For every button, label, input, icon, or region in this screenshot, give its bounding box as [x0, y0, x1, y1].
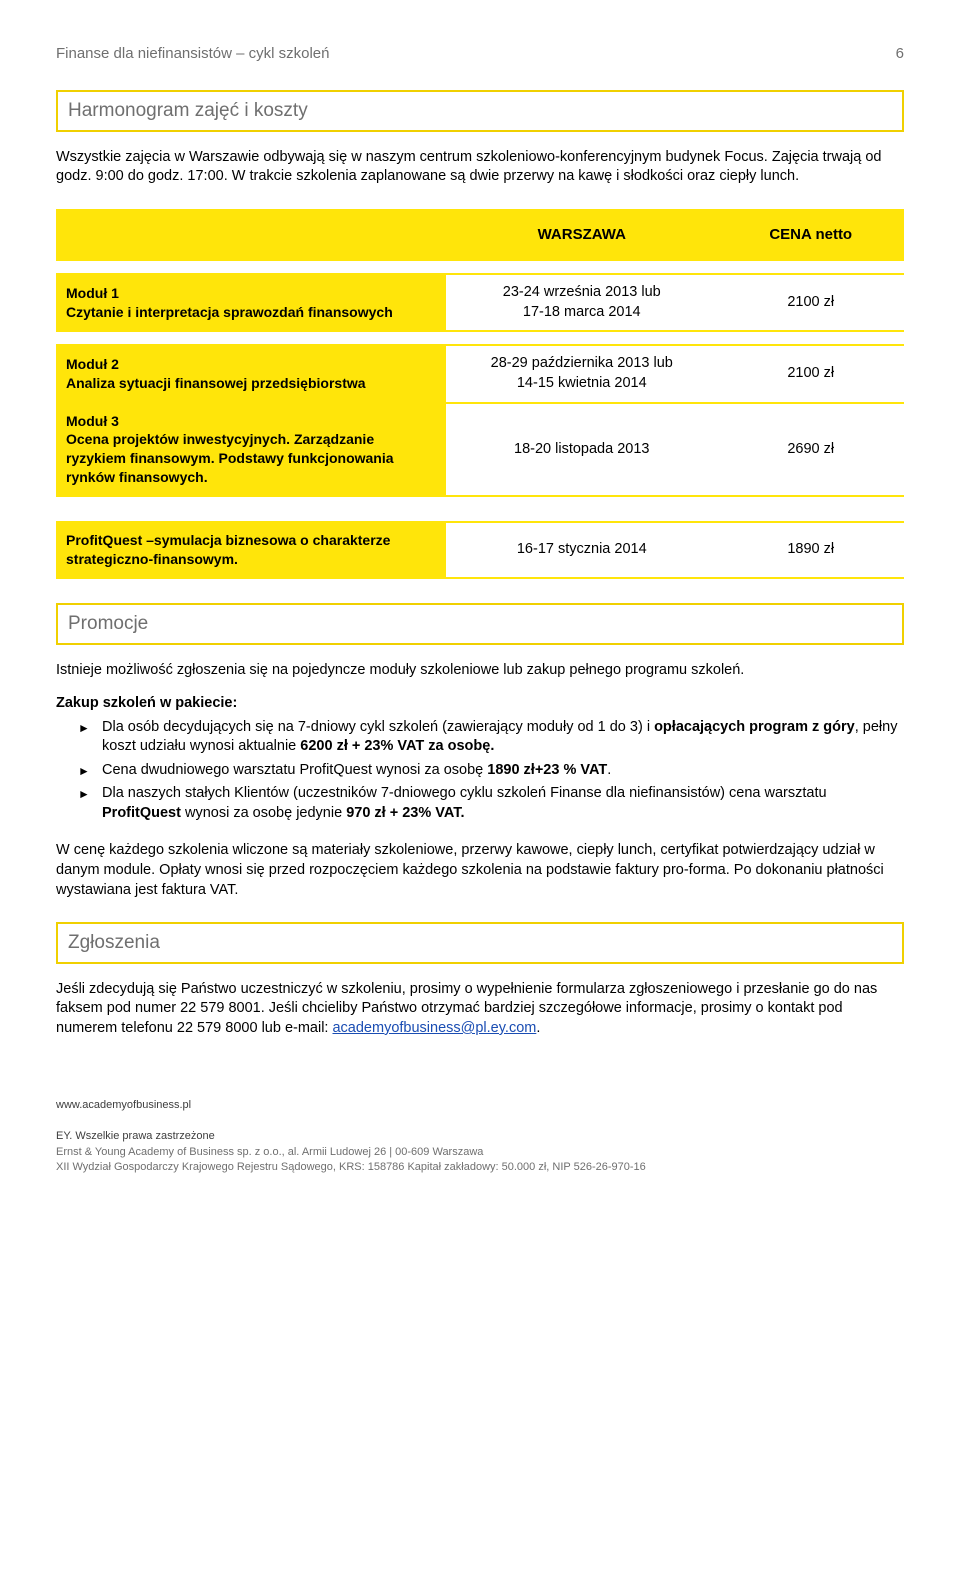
module-price: 2690 zł	[717, 404, 904, 496]
module-label: Moduł 3 Ocena projektów inwestycyjnych. …	[56, 404, 446, 496]
section-signup-title: Zgłoszenia	[56, 922, 904, 964]
page-header: Finanse dla niefinansistów – cykl szkole…	[56, 44, 904, 64]
footer-url: www.academyofbusiness.pl	[56, 1098, 904, 1113]
footer-copyright: EY. Wszelkie prawa zastrzeżone	[56, 1129, 904, 1144]
module-dates: 16-17 stycznia 2014	[446, 523, 717, 577]
promo-package-lead: Zakup szkoleń w pakiecie:	[56, 694, 904, 714]
table-head: WARSZAWA CENA netto	[56, 211, 904, 259]
module-dates: 23-24 września 2013 lub 17-18 marca 2014	[446, 275, 717, 330]
module-label: Moduł 2 Analiza sytuacji finansowej prze…	[56, 346, 446, 401]
module-label: Moduł 1 Czytanie i interpretacja sprawoz…	[56, 275, 446, 330]
email-link[interactable]: academyofbusiness@pl.ey.com	[332, 1020, 536, 1036]
table-row: Moduł 2 Analiza sytuacji finansowej prze…	[56, 346, 904, 401]
section-promo-title: Promocje	[56, 603, 904, 645]
table-head-blank	[56, 211, 446, 259]
footer-legal: XII Wydział Gospodarczy Krajowego Rejest…	[56, 1160, 904, 1175]
module-label: ProfitQuest –symulacja biznesowa o chara…	[56, 523, 446, 577]
table-head-price: CENA netto	[717, 211, 904, 259]
module-price: 1890 zł	[717, 523, 904, 577]
list-item: Dla osób decydujących się na 7-dniowy cy…	[56, 718, 904, 757]
doc-title: Finanse dla niefinansistów – cykl szkole…	[56, 44, 329, 64]
module-price: 2100 zł	[717, 275, 904, 330]
promo-bullets: Dla osób decydujących się na 7-dniowy cy…	[56, 718, 904, 824]
list-item: Dla naszych stałych Klientów (uczestnikó…	[56, 784, 904, 823]
section-schedule-title: Harmonogram zajęć i koszty	[56, 90, 904, 132]
module-price: 2100 zł	[717, 346, 904, 401]
signup-text: Jeśli zdecydują się Państwo uczestniczyć…	[56, 980, 904, 1039]
table-row: ProfitQuest –symulacja biznesowa o chara…	[56, 523, 904, 577]
schedule-table: WARSZAWA CENA netto Moduł 1 Czytanie i i…	[56, 209, 904, 579]
promo-inclusions: W cenę każdego szkolenia wliczone są mat…	[56, 841, 904, 900]
list-item: Cena dwudniowego warsztatu ProfitQuest w…	[56, 761, 904, 781]
schedule-intro: Wszystkie zajęcia w Warszawie odbywają s…	[56, 148, 904, 187]
table-row: Moduł 3 Ocena projektów inwestycyjnych. …	[56, 404, 904, 496]
footer-address: Ernst & Young Academy of Business sp. z …	[56, 1145, 904, 1160]
promo-intro: Istnieje możliwość zgłoszenia się na poj…	[56, 661, 904, 681]
module-dates: 28-29 października 2013 lub 14-15 kwietn…	[446, 346, 717, 401]
table-row: Moduł 1 Czytanie i interpretacja sprawoz…	[56, 275, 904, 330]
page-number: 6	[896, 44, 904, 64]
table-head-city: WARSZAWA	[446, 211, 717, 259]
module-dates: 18-20 listopada 2013	[446, 404, 717, 496]
page-footer: www.academyofbusiness.pl EY. Wszelkie pr…	[56, 1098, 904, 1175]
